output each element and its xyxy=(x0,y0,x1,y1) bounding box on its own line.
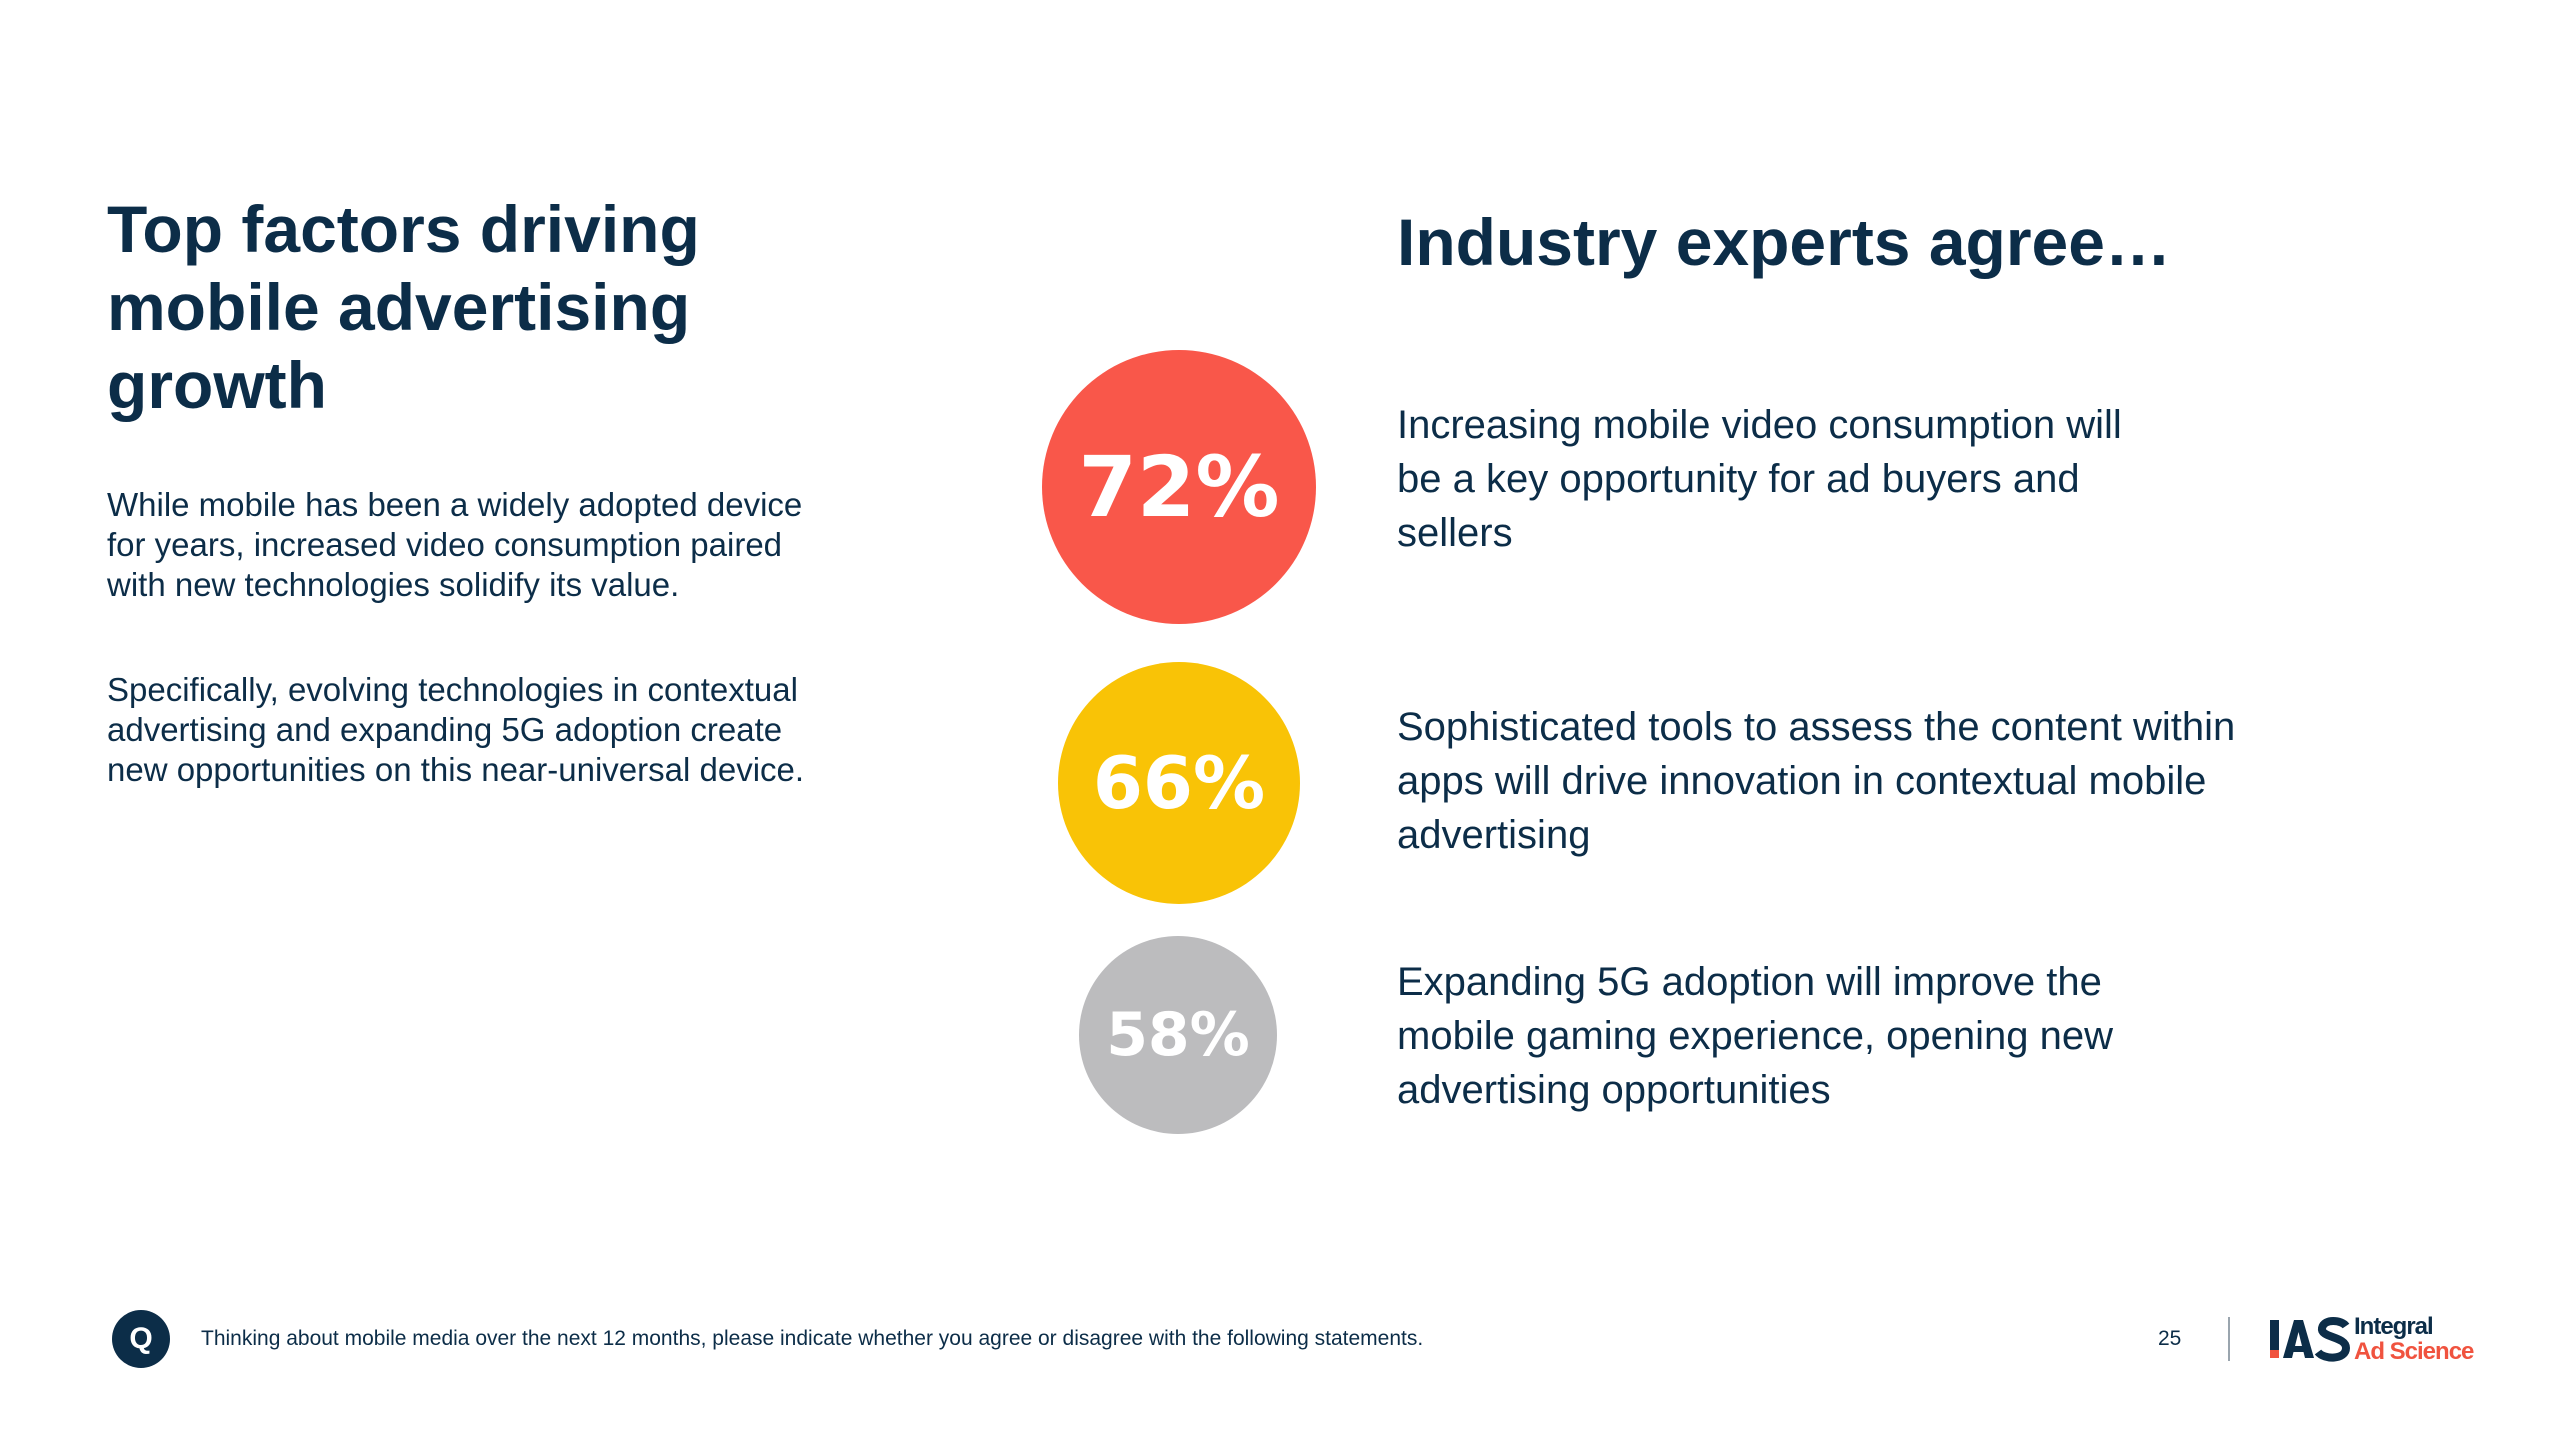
intro-paragraph: While mobile has been a widely adopted d… xyxy=(107,486,803,603)
survey-question: Thinking about mobile media over the nex… xyxy=(201,1327,1424,1350)
ias-logo-wordmark: Integral Ad Science xyxy=(2354,1313,2474,1365)
question-badge: Q xyxy=(112,1310,170,1368)
logo-line-adscience: Ad Science xyxy=(2354,1338,2474,1365)
footer-divider xyxy=(2228,1317,2230,1361)
stat-value: 58% xyxy=(1106,1000,1250,1070)
stat-statement-contextual: Sophisticated tools to assess the conten… xyxy=(1397,705,2236,857)
stat-circle-58: 58% xyxy=(1079,936,1277,1134)
ias-logo: Integral Ad Science xyxy=(2268,1312,2478,1368)
stat-value: 72% xyxy=(1078,438,1280,536)
stat-circle-66: 66% xyxy=(1058,662,1300,904)
page-number: 25 xyxy=(2158,1327,2182,1350)
logo-line-integral: Integral xyxy=(2354,1313,2434,1340)
stat-statement-video: Increasing mobile video consumption will… xyxy=(1397,403,2122,555)
stat-circle-72: 72% xyxy=(1042,350,1316,624)
detail-paragraph: Specifically, evolving technologies in c… xyxy=(107,671,805,788)
section-title: Industry experts agree… xyxy=(1397,205,2171,279)
page-title: Top factors driving mobile advertising g… xyxy=(107,192,700,422)
ias-logo-mark xyxy=(2270,1317,2351,1362)
stat-value: 66% xyxy=(1092,741,1266,825)
stat-statement-5g: Expanding 5G adoption will improve the m… xyxy=(1397,960,2114,1112)
